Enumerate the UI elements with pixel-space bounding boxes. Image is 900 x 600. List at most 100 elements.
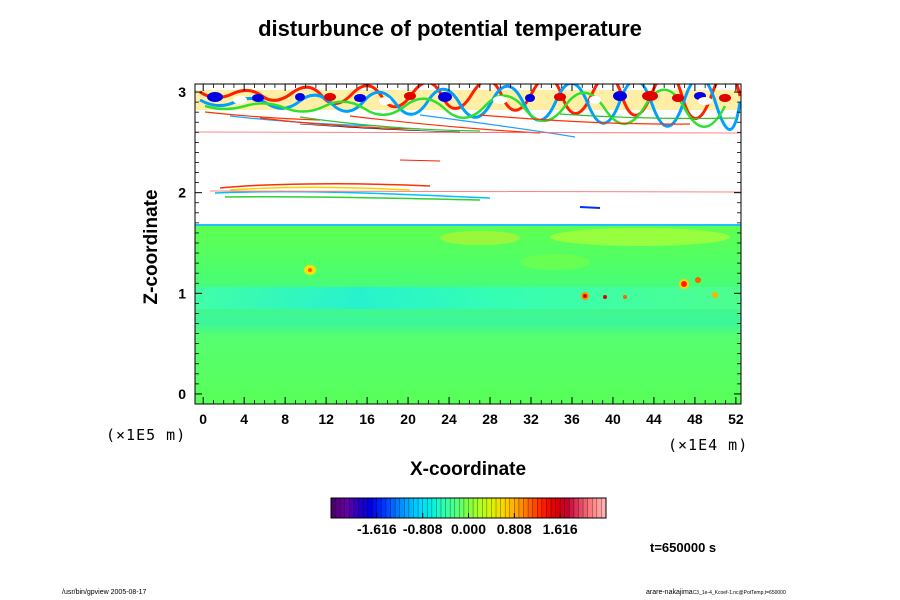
y-multiplier-label: (×1E5 m) [106,426,187,444]
colorbar-cell [418,498,423,518]
colorbar-cell [459,498,465,518]
colorbar-cell [500,498,506,518]
x-tick-label: 28 [482,411,498,427]
colorbar-cell [358,498,364,518]
streaks-z2 [209,159,741,209]
upper-band [195,84,741,138]
colorbar-cell [473,498,478,518]
colorbar-cell [408,498,414,518]
colorbar-cell [551,498,556,518]
colorbar-tick-label: -1.616 [357,521,397,537]
x-multiplier-label: (×1E4 m) [668,436,749,454]
x-tick-label: 16 [359,411,375,427]
colorbar-cell [431,498,437,518]
x-tick-label: 0 [199,411,207,427]
colorbar-cell [445,498,451,518]
colorbar-cell [560,498,566,518]
colorbar-cell [596,498,602,518]
x-tick-label: 4 [240,411,248,427]
footer-right-sub: C3_1e-4_Kcoef-1.nc@PotTemp,t=650000 [692,590,786,596]
colorbar-cell [353,498,359,518]
colorbar-cell [427,498,433,518]
x-tick-label: 40 [605,411,621,427]
colorbar-cell [601,498,607,518]
x-tick-label: 24 [441,411,457,427]
footer-right: arare-nakajimaC3_1e-4_Kcoef-1.nc@PotTemp… [646,589,786,596]
colorbar-cell [496,498,501,518]
colorbar-cell [395,498,401,518]
colorbar-cell [422,498,428,518]
heatmap-field [195,84,741,404]
y-tick-label: 0 [178,386,186,402]
x-tick-label: 12 [318,411,334,427]
colorbar-cell [583,498,588,518]
colorbar-cell [390,498,396,518]
colorbar-cell [349,498,355,518]
x-tick-label: 44 [646,411,662,427]
colorbar-cell [573,498,579,518]
colorbar-cell [546,498,552,518]
colorbar-cell [541,498,547,518]
x-axis-ticks: 0 4 8 12 16 20 24 28 32 36 40 44 48 52 [199,84,744,427]
colorbar-cell [363,498,368,518]
colorbar-cell [335,498,341,518]
y-tick-label: 3 [178,84,186,100]
colorbar-cell [505,498,511,518]
x-tick-label: 8 [281,411,289,427]
colorbar-cell [381,498,387,518]
chart-title: disturbunce of potential temperature [258,16,642,41]
x-tick-label: 20 [400,411,416,427]
colorbar-cell [463,498,469,518]
colorbar-cell [532,498,538,518]
colorbar-cell [404,498,410,518]
colorbar-cell [376,498,382,518]
colorbar-cell [441,498,446,518]
colorbar-tick-label: -0.808 [403,521,443,537]
colorbar-cell [569,498,575,518]
warm-spots [581,277,718,300]
colorbar-cell [491,498,497,518]
colorbar-cell [477,498,483,518]
colorbar-tick-label: 1.616 [543,521,578,537]
plot-frame [194,83,742,405]
y-axis-ticks: 0 1 2 3 [178,84,741,402]
colorbar-cell [528,498,533,518]
colorbar-cell [450,498,456,518]
colorbar-cell [399,498,405,518]
colorbar-cell [468,498,474,518]
colorbar-cell [509,498,515,518]
x-axis-label: X-coordinate [409,459,527,480]
colorbar-tick-label: 0.000 [451,521,486,537]
colorbar-cell [436,498,442,518]
time-label: t=650000 s [650,540,717,555]
x-tick-label: 48 [687,411,703,427]
y-tick-label: 2 [178,185,186,201]
colorbar-cell [518,498,524,518]
colorbar-cell [331,498,336,518]
colorbar-cell [587,498,593,518]
y-tick-label: 1 [178,285,186,301]
footer-left: /usr/bin/gpview 2005-08-17 [62,589,147,596]
colorbar-ticks: -1.616 -0.808 0.000 0.808 1.616 [357,513,578,537]
colorbar-cell [372,498,378,518]
colorbar-cell [486,498,492,518]
y-axis-label: Z-coordinate [141,189,162,305]
colorbar-cell [344,498,350,518]
colorbar-cell [592,498,598,518]
colorbar-cell [340,498,346,518]
footer-right-main: arare-nakajima [646,589,693,596]
colorbar-cell [564,498,570,518]
x-tick-label: 36 [564,411,580,427]
x-tick-label: 32 [523,411,539,427]
colorbar-cell [514,498,520,518]
colorbar-cell [454,498,460,518]
colorbar-cell [578,498,584,518]
colorbar-tick-label: 0.808 [497,521,532,537]
colorbar [330,498,607,518]
colorbar-cell [523,498,529,518]
colorbar-cell [555,498,561,518]
colorbar-cell [367,498,373,518]
x-tick-label: 52 [728,411,744,427]
colorbar-cell [537,498,543,518]
